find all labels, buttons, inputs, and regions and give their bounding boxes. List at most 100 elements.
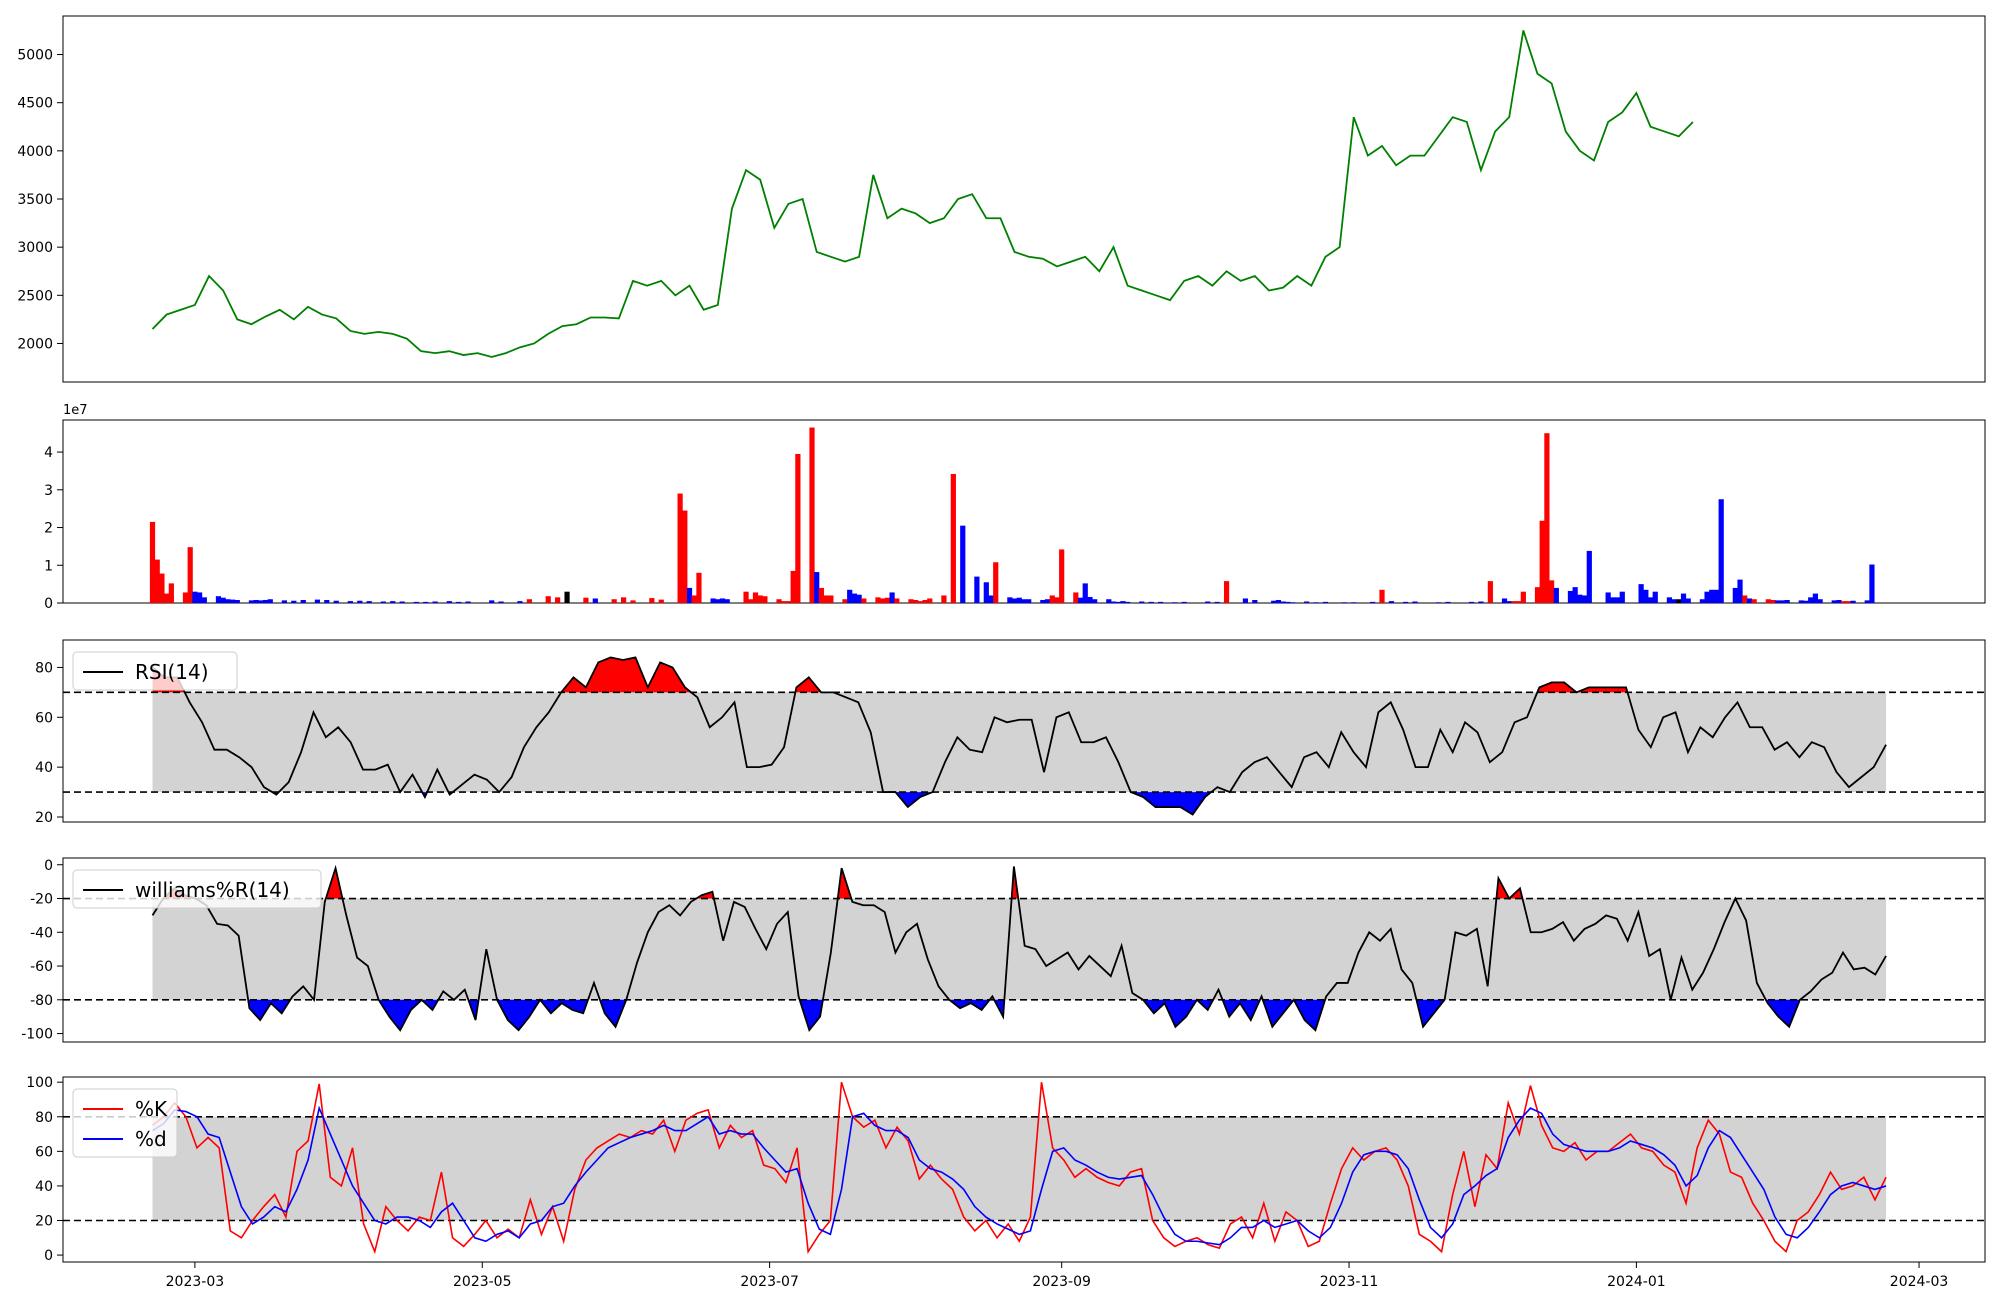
volume-bar xyxy=(1765,599,1771,603)
volume-bar xyxy=(1285,601,1291,603)
volume-bar xyxy=(983,582,989,603)
rsi-oversold-fill-4 xyxy=(1130,792,1212,815)
volume-bar xyxy=(192,591,198,603)
volume-bar xyxy=(1520,591,1526,603)
volume-bar xyxy=(710,598,716,603)
volume-bar xyxy=(1110,601,1117,603)
volume-bar xyxy=(611,599,617,603)
volume-bar xyxy=(1836,599,1842,603)
volume-bar xyxy=(809,427,815,603)
volume-bar xyxy=(357,600,363,603)
volume-bar xyxy=(1643,589,1649,603)
volume-bar xyxy=(1106,599,1112,603)
volume-bar xyxy=(1577,594,1583,603)
volume-bar xyxy=(248,600,255,603)
volume-bar xyxy=(818,587,825,603)
volume-bar xyxy=(715,599,721,603)
williams-ytick-label-4: -80 xyxy=(30,993,53,1009)
volume-bar xyxy=(1341,602,1347,603)
rsi-ytick-label-3: 80 xyxy=(35,660,53,676)
volume-bar xyxy=(856,594,862,603)
x-tick-label-3: 2023-09 xyxy=(1032,1274,1091,1290)
price-ytick-label-0: 2000 xyxy=(17,336,53,352)
williams-oversold-fill-6 xyxy=(599,999,627,1027)
volume-ytick-label-0: 0 xyxy=(44,596,53,612)
volume-ytick-label-2: 2 xyxy=(44,521,53,537)
volume-bar xyxy=(1586,550,1592,603)
williams-ytick-label-5: -100 xyxy=(21,1027,53,1043)
volume-bar xyxy=(752,592,759,603)
volume-bar xyxy=(993,562,999,603)
volume-bar xyxy=(1289,602,1296,603)
williams-oversold-fill-2 xyxy=(421,999,439,1010)
price-ytick-label-4: 4000 xyxy=(17,144,53,160)
volume-bar xyxy=(1275,599,1281,603)
volume-bar xyxy=(1534,587,1541,603)
volume-bar xyxy=(950,473,956,603)
williams-oversold-fill-1 xyxy=(378,999,422,1031)
volume-bar xyxy=(1775,600,1781,603)
volume-bar xyxy=(1845,601,1851,603)
volume-bar xyxy=(1412,601,1418,603)
volume-bar xyxy=(220,597,226,603)
volume-bar xyxy=(215,596,222,603)
volume-bar xyxy=(1572,587,1578,603)
volume-bar xyxy=(1205,601,1211,603)
rsi-overbought-fill-4 xyxy=(1576,687,1628,693)
volume-bar xyxy=(1181,601,1187,603)
williams-oversold-fill-15 xyxy=(1416,999,1445,1027)
volume-bar xyxy=(1666,597,1672,603)
volume-bar xyxy=(583,597,589,603)
volume-bar xyxy=(366,601,372,603)
volume-ytick-label-1: 1 xyxy=(44,558,53,574)
price-line xyxy=(151,30,1694,358)
volume-bar xyxy=(1077,597,1084,603)
volume-bar xyxy=(875,597,881,603)
volume-bar xyxy=(517,601,523,603)
williams-legend xyxy=(72,869,322,909)
volume-bar xyxy=(1468,601,1475,603)
volume-bar xyxy=(1304,601,1310,603)
stoch-ytick-label-3: 60 xyxy=(35,1144,53,1160)
volume-offset-label: 1e7 xyxy=(63,403,88,418)
volume-bar xyxy=(620,597,627,603)
volume-bar xyxy=(1092,599,1098,603)
volume-bar xyxy=(1148,601,1154,603)
volume-bar xyxy=(1605,592,1611,603)
volume-bar xyxy=(682,510,688,603)
williams-overbought-fill-1 xyxy=(325,868,343,899)
volume-bar xyxy=(974,576,980,603)
volume-bar xyxy=(149,521,156,603)
volume-bar xyxy=(1082,583,1088,603)
volume-bar xyxy=(1158,601,1164,603)
rsi-panel-frame xyxy=(62,639,1986,823)
volume-bar xyxy=(658,599,664,603)
volume-bar xyxy=(164,593,170,603)
volume-bar xyxy=(229,599,236,603)
volume-bar xyxy=(333,600,339,603)
volume-bar xyxy=(776,599,782,603)
rsi-overbought-fill-1 xyxy=(561,657,692,693)
volume-bar xyxy=(828,595,834,603)
volume-bar xyxy=(1567,590,1574,603)
rsi-ytick-label-2: 60 xyxy=(35,710,53,726)
volume-bar xyxy=(1139,601,1145,603)
volume-bar xyxy=(564,591,570,603)
volume-bar xyxy=(1746,598,1753,603)
volume-bar xyxy=(757,595,763,603)
stoch-series-d-line xyxy=(152,1105,1887,1246)
volume-bar xyxy=(1252,599,1258,603)
volume-bar xyxy=(851,593,858,603)
volume-bar xyxy=(917,601,923,603)
volume-bar xyxy=(790,570,796,603)
price-ytick-label-5: 4500 xyxy=(17,96,53,112)
volume-bar xyxy=(1435,602,1442,603)
volume-bar xyxy=(847,589,853,603)
price-ytick-label-6: 5000 xyxy=(17,48,53,64)
volume-bar xyxy=(1223,581,1230,603)
volume-bar xyxy=(1841,601,1847,603)
price-ytick-label-3: 3500 xyxy=(17,192,53,208)
volume-bar xyxy=(1704,591,1710,603)
volume-bar xyxy=(526,599,532,603)
volume-bar xyxy=(1040,599,1046,603)
